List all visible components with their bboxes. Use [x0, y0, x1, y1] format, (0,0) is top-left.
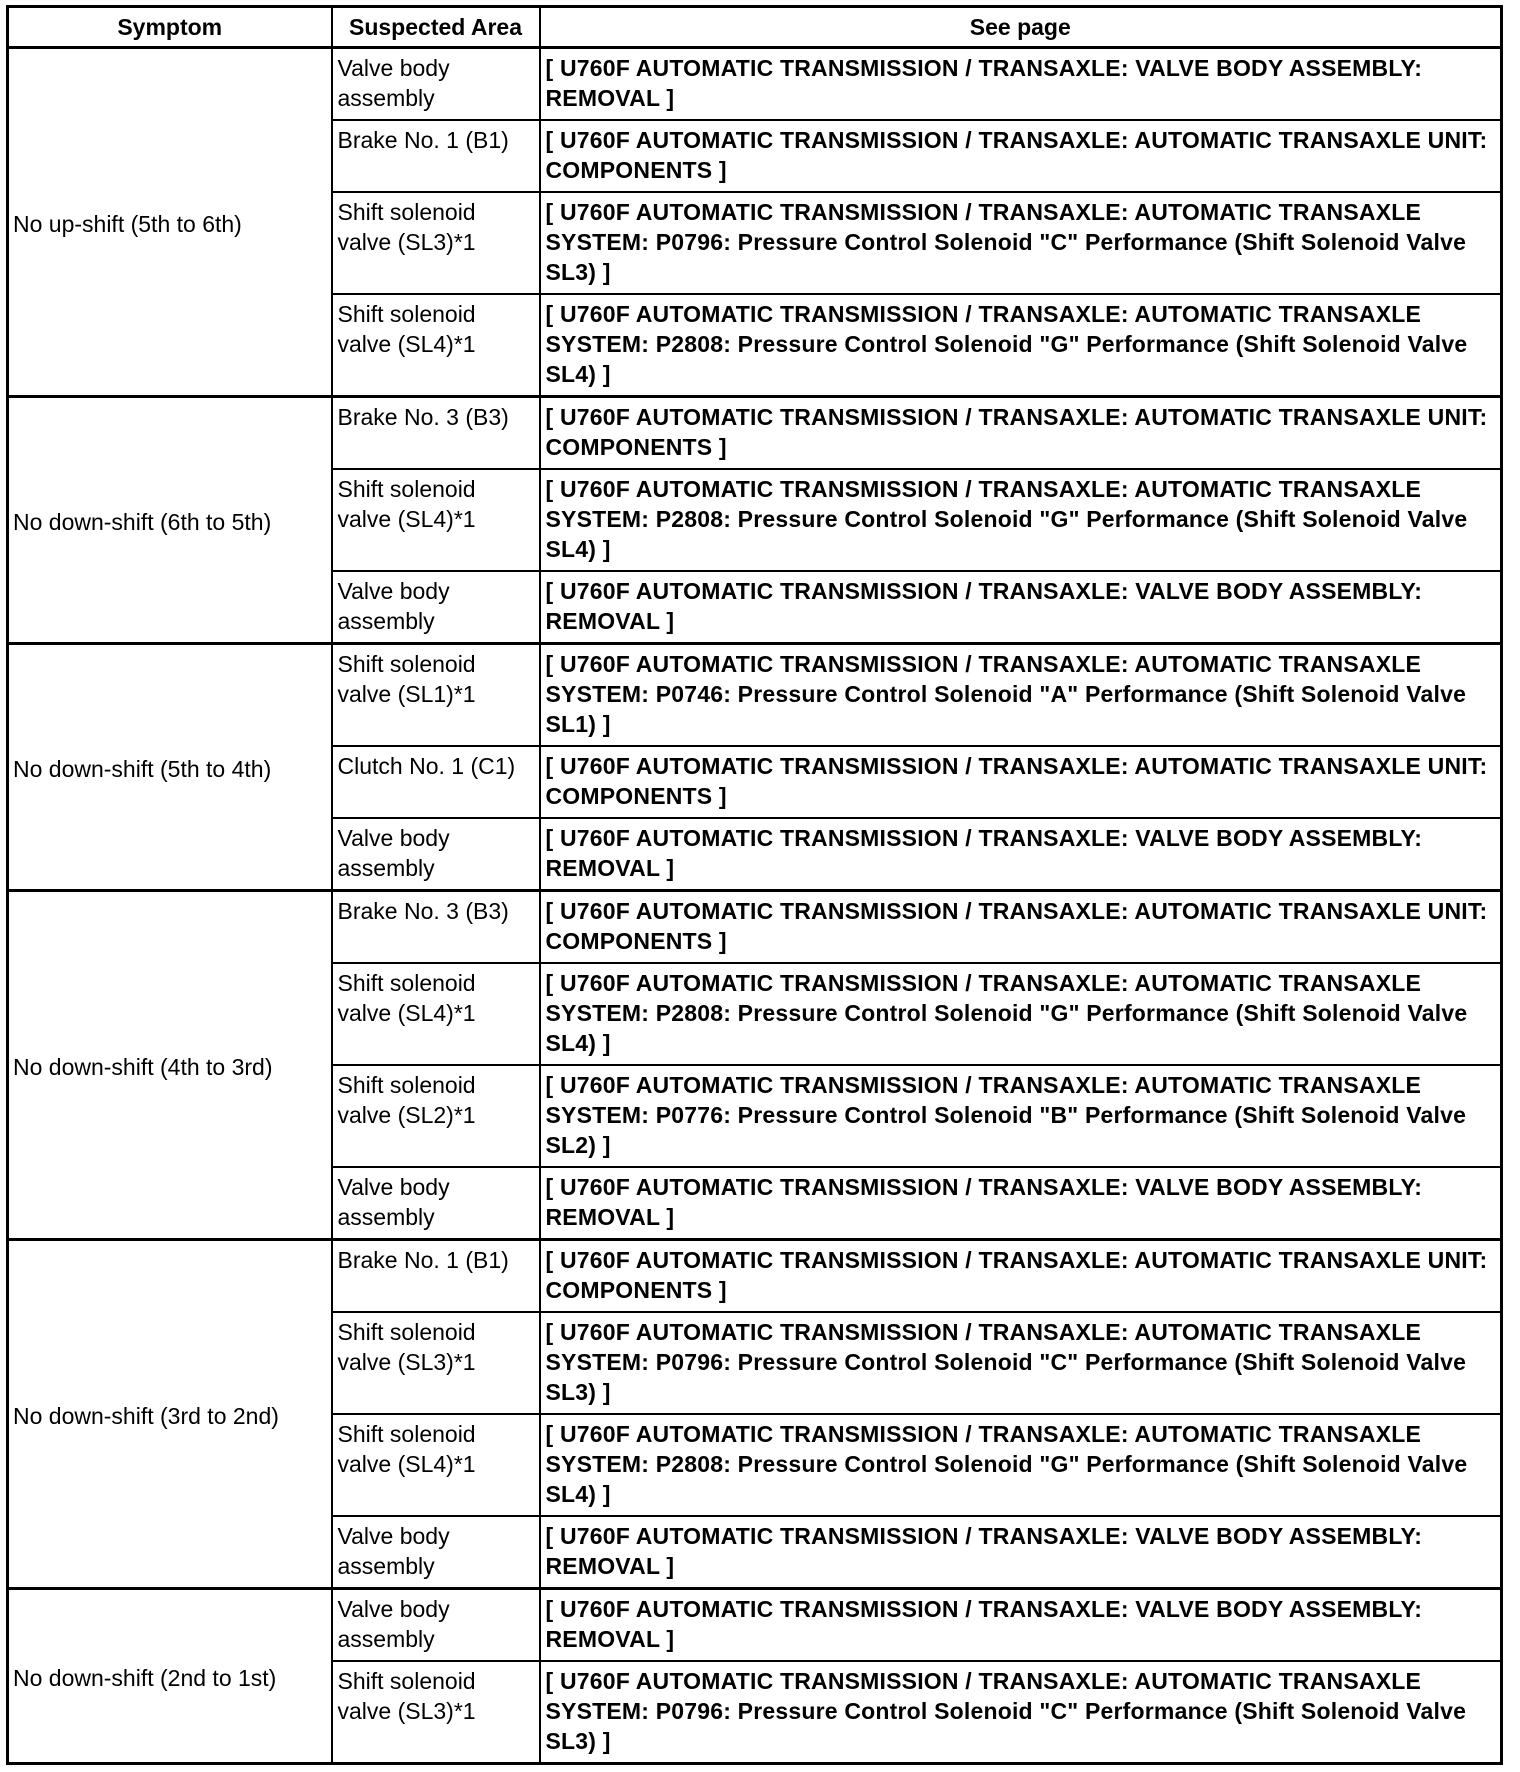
see-page-link[interactable]: [ U760F AUTOMATIC TRANSMISSION / TRANSAX…: [538, 395, 1503, 470]
suspected-area-cell: Valve body assembly: [330, 1587, 541, 1662]
suspected-area-cell: Valve body assembly: [330, 570, 541, 645]
suspected-area-cell: Valve body assembly: [330, 1515, 541, 1590]
see-page-link[interactable]: [ U760F AUTOMATIC TRANSMISSION / TRANSAX…: [538, 1064, 1503, 1168]
see-page-link[interactable]: [ U760F AUTOMATIC TRANSMISSION / TRANSAX…: [538, 962, 1503, 1066]
suspected-area-cell: Shift solenoid valve (SL4)*1: [330, 962, 541, 1066]
table-row: Shift solenoid valve (SL4)*1[ U760F AUTO…: [8, 1413, 1503, 1517]
suspected-area-cell: Brake No. 3 (B3): [330, 395, 541, 470]
table-row: No up-shift (5th to 6th) Valve body assem…: [6, 46, 1503, 398]
table-row: Shift solenoid valve (SL4)*1[ U760F AUTO…: [8, 293, 1503, 398]
see-page-link[interactable]: [ U760F AUTOMATIC TRANSMISSION / TRANSAX…: [538, 1238, 1503, 1313]
see-page-link[interactable]: [ U760F AUTOMATIC TRANSMISSION / TRANSAX…: [538, 293, 1503, 398]
see-page-link[interactable]: [ U760F AUTOMATIC TRANSMISSION / TRANSAX…: [538, 570, 1503, 645]
see-page-link[interactable]: [ U760F AUTOMATIC TRANSMISSION / TRANSAX…: [538, 191, 1503, 295]
symptom-cell: No up-shift (5th to 6th): [6, 46, 333, 398]
see-page-link[interactable]: [ U760F AUTOMATIC TRANSMISSION / TRANSAX…: [538, 1660, 1503, 1765]
header-row: Symptom Suspected Area See page: [6, 5, 1503, 49]
see-page-link[interactable]: [ U760F AUTOMATIC TRANSMISSION / TRANSAX…: [538, 889, 1503, 964]
suspected-area-cell: Valve body assembly: [330, 46, 541, 121]
table-row: No down-shift (3rd to 2nd) Brake No. 1 (B…: [6, 1238, 1503, 1590]
table-row: Shift solenoid valve (SL3)*1[ U760F AUTO…: [8, 1311, 1503, 1415]
table-row: Shift solenoid valve (SL3)*1[ U760F AUTO…: [8, 1660, 1503, 1765]
symptom-cell: No down-shift (3rd to 2nd): [6, 1238, 333, 1590]
suspected-area-cell: Shift solenoid valve (SL4)*1: [330, 293, 541, 398]
table-row: Shift solenoid valve (SL4)*1[ U760F AUTO…: [8, 468, 1503, 572]
see-page-link[interactable]: [ U760F AUTOMATIC TRANSMISSION / TRANSAX…: [538, 1413, 1503, 1517]
suspected-area-cell: Brake No. 1 (B1): [330, 119, 541, 193]
symptom-table: Symptom Suspected Area See page No up-sh…: [6, 5, 1503, 1765]
see-page-link[interactable]: [ U760F AUTOMATIC TRANSMISSION / TRANSAX…: [538, 1166, 1503, 1241]
see-page-link[interactable]: [ U760F AUTOMATIC TRANSMISSION / TRANSAX…: [538, 468, 1503, 572]
suspected-area-cell: Clutch No. 1 (C1): [330, 745, 541, 819]
table-row: Valve body assembly[ U760F AUTOMATIC TRA…: [8, 1166, 1503, 1241]
suspected-area-cell: Brake No. 3 (B3): [330, 889, 541, 964]
see-page-link[interactable]: [ U760F AUTOMATIC TRANSMISSION / TRANSAX…: [538, 119, 1503, 193]
suspected-area-cell: Brake No. 1 (B1): [330, 1238, 541, 1313]
table-row: No down-shift (6th to 5th) Brake No. 3 (B…: [6, 395, 1503, 645]
suspected-area-cell: Shift solenoid valve (SL4)*1: [330, 468, 541, 572]
suspected-area-cell: Shift solenoid valve (SL4)*1: [330, 1413, 541, 1517]
header-suspected-area: Suspected Area: [330, 5, 541, 49]
see-page-link[interactable]: [ U760F AUTOMATIC TRANSMISSION / TRANSAX…: [538, 817, 1503, 892]
suspected-area-cell: Shift solenoid valve (SL1)*1: [330, 642, 541, 747]
table-row: Clutch No. 1 (C1)[ U760F AUTOMATIC TRANS…: [8, 745, 1503, 819]
suspected-area-cell: Shift solenoid valve (SL2)*1: [330, 1064, 541, 1168]
symptom-cell: No down-shift (2nd to 1st): [6, 1587, 333, 1765]
symptom-cell: No down-shift (4th to 3rd): [6, 889, 333, 1241]
table-row: No down-shift (2nd to 1st) Valve body ass…: [6, 1587, 1503, 1765]
see-page-link[interactable]: [ U760F AUTOMATIC TRANSMISSION / TRANSAX…: [538, 745, 1503, 819]
table-row: Shift solenoid valve (SL2)*1[ U760F AUTO…: [8, 1064, 1503, 1168]
table-row: Valve body assembly[ U760F AUTOMATIC TRA…: [8, 817, 1503, 892]
table-row: Valve body assembly[ U760F AUTOMATIC TRA…: [8, 1515, 1503, 1590]
table-row: Shift solenoid valve (SL4)*1[ U760F AUTO…: [8, 962, 1503, 1066]
see-page-link[interactable]: [ U760F AUTOMATIC TRANSMISSION / TRANSAX…: [538, 642, 1503, 747]
symptom-cell: No down-shift (5th to 4th): [6, 642, 333, 892]
table-row: Brake No. 1 (B1)[ U760F AUTOMATIC TRANSM…: [8, 119, 1503, 193]
header-see-page: See page: [538, 5, 1503, 49]
header-symptom: Symptom: [6, 5, 333, 49]
suspected-area-cell: Valve body assembly: [330, 817, 541, 892]
suspected-area-cell: Shift solenoid valve (SL3)*1: [330, 1660, 541, 1765]
table-row: Shift solenoid valve (SL3)*1[ U760F AUTO…: [8, 191, 1503, 295]
suspected-area-cell: Valve body assembly: [330, 1166, 541, 1241]
see-page-link[interactable]: [ U760F AUTOMATIC TRANSMISSION / TRANSAX…: [538, 1515, 1503, 1590]
see-page-link[interactable]: [ U760F AUTOMATIC TRANSMISSION / TRANSAX…: [538, 46, 1503, 121]
see-page-link[interactable]: [ U760F AUTOMATIC TRANSMISSION / TRANSAX…: [538, 1587, 1503, 1662]
symptom-cell: No down-shift (6th to 5th): [6, 395, 333, 645]
suspected-area-cell: Shift solenoid valve (SL3)*1: [330, 1311, 541, 1415]
see-page-link[interactable]: [ U760F AUTOMATIC TRANSMISSION / TRANSAX…: [538, 1311, 1503, 1415]
table-row: No down-shift (5th to 4th) Shift solenoid…: [6, 642, 1503, 892]
suspected-area-cell: Shift solenoid valve (SL3)*1: [330, 191, 541, 295]
table-row: No down-shift (4th to 3rd) Brake No. 3 (B…: [6, 889, 1503, 1241]
table-body: No up-shift (5th to 6th) Valve body assem…: [6, 46, 1503, 1765]
table-row: Valve body assembly[ U760F AUTOMATIC TRA…: [8, 570, 1503, 645]
